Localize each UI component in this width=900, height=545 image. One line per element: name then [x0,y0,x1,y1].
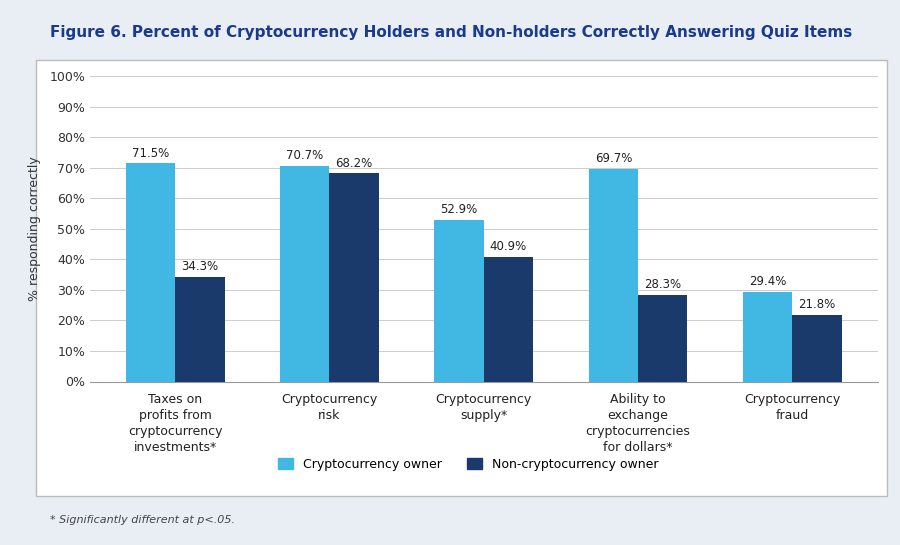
Legend: Cryptocurrency owner, Non-cryptocurrency owner: Cryptocurrency owner, Non-cryptocurrency… [273,453,663,476]
Text: 21.8%: 21.8% [798,298,835,311]
Bar [484,257,533,382]
Text: Figure 6. Percent of Cryptocurrency Holders and Non-holders Correctly Answering : Figure 6. Percent of Cryptocurrency Hold… [50,25,851,40]
Bar [792,315,842,382]
Text: 52.9%: 52.9% [440,203,478,216]
Text: 70.7%: 70.7% [286,149,323,162]
Bar [126,164,176,382]
Text: 34.3%: 34.3% [181,260,219,273]
Bar [589,169,638,382]
Y-axis label: % responding correctly: % responding correctly [28,156,40,301]
Bar [176,277,224,382]
Text: 29.4%: 29.4% [749,275,787,288]
Text: 40.9%: 40.9% [490,240,527,253]
Bar [743,292,792,381]
Text: 68.2%: 68.2% [336,157,373,169]
Text: * Significantly different at p<.05.: * Significantly different at p<.05. [50,515,235,525]
Bar [329,173,379,382]
Bar [435,220,484,382]
Text: 69.7%: 69.7% [595,152,632,165]
Text: 28.3%: 28.3% [644,278,681,292]
Bar [638,295,688,382]
Bar [280,166,329,382]
Text: 71.5%: 71.5% [132,147,169,160]
